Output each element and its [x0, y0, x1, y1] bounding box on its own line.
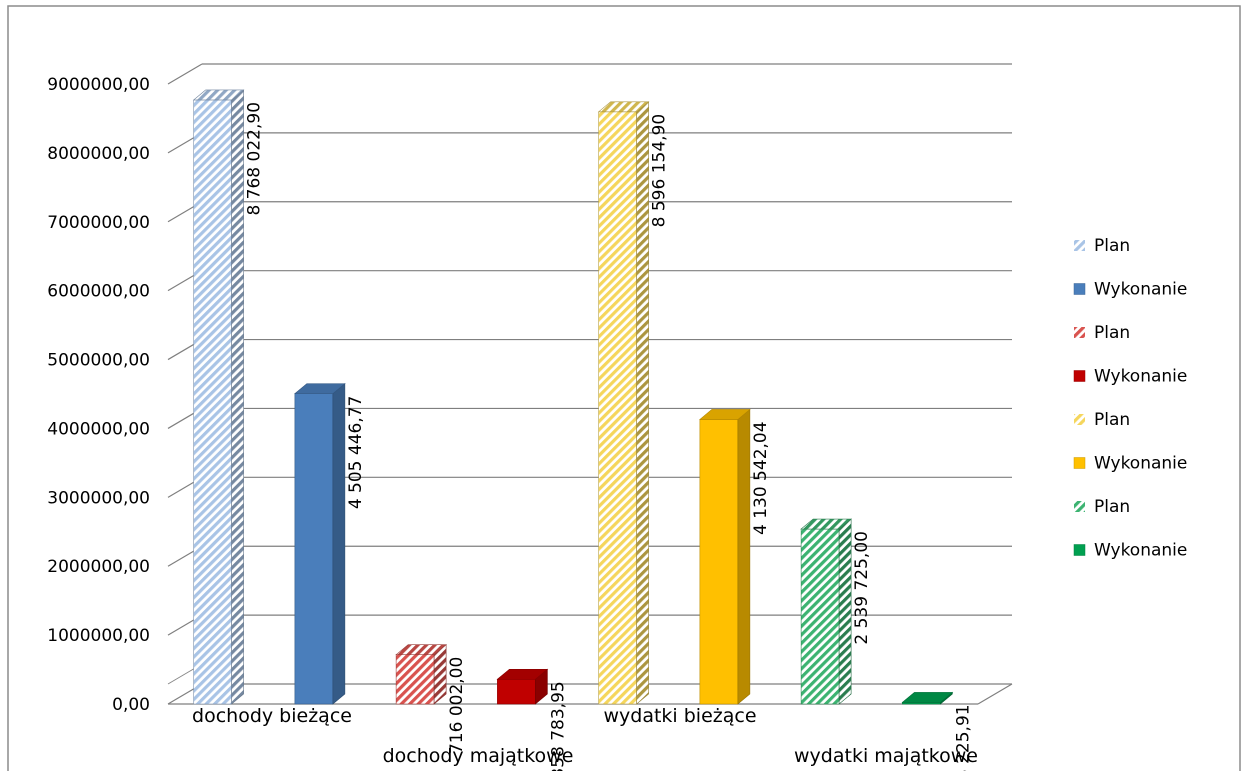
data-labels: 8 768 022,90 4 505 446,77 716 002,00 358 78…	[245, 102, 974, 771]
bar-top	[192, 89, 245, 101]
bar-side	[636, 101, 649, 705]
y-tick-label: 7000000,00	[47, 213, 150, 233]
bar-side	[231, 89, 244, 705]
bar-top	[699, 409, 751, 420]
bar-side	[332, 382, 346, 705]
y-tick-label: 1000000,00	[47, 626, 150, 646]
y-tick-label: 9000000,00	[47, 75, 150, 95]
legend-item: Wykonanie	[1073, 367, 1187, 387]
bar-front	[699, 419, 739, 705]
bar-top	[901, 692, 954, 703]
legend-swatch	[1074, 414, 1085, 425]
legend-label: Plan	[1094, 236, 1130, 256]
y-axis-ticks: 0,00 1000000,00 2000000,00 3000000,00 400000…	[47, 75, 150, 715]
legend-label: Plan	[1094, 323, 1130, 343]
bar-top	[395, 644, 447, 655]
x-category-label: wydatki majątkowe	[794, 745, 978, 767]
legend-item: Wykonanie	[1073, 454, 1187, 474]
x-category-label: dochody majątkowe	[383, 745, 574, 767]
data-label: 4 130 542,04	[751, 421, 771, 535]
y-tick-label: 0,00	[112, 695, 150, 715]
data-label: 8 596 154,90	[650, 114, 670, 228]
legend-label: Wykonanie	[1094, 454, 1187, 474]
data-label: 716 002,00	[447, 657, 467, 754]
bars	[192, 89, 954, 705]
floor-right-edge	[977, 683, 1013, 705]
x-axis-categories: dochody bieżące dochody majątkowe wydatki …	[192, 705, 978, 767]
y-tick-label: 5000000,00	[47, 351, 150, 371]
bar-8	[901, 691, 954, 705]
legend-label: Plan	[1094, 410, 1130, 430]
data-label: 358 783,95	[548, 681, 568, 771]
bar-side	[838, 518, 852, 705]
legend: Plan Wykonanie Plan Wykonanie Plan Wykonanie P…	[1073, 236, 1187, 561]
bar-top	[800, 518, 852, 530]
data-label: 8 768 022,90	[245, 102, 265, 216]
y-tick-label: 8000000,00	[47, 144, 150, 164]
legend-item: Wykonanie	[1073, 541, 1187, 561]
bar-side	[737, 408, 751, 705]
bar-front	[294, 393, 334, 705]
legend-label: Wykonanie	[1094, 367, 1187, 387]
bar-2	[294, 382, 346, 705]
legend-swatch	[1073, 283, 1086, 295]
legend-item: Plan	[1074, 323, 1130, 343]
bar-1	[192, 89, 245, 705]
bar-front	[800, 528, 840, 705]
bar-4	[496, 668, 549, 705]
legend-item: Plan	[1074, 236, 1130, 256]
bar-7	[800, 518, 852, 705]
legend-swatch	[1074, 240, 1085, 251]
data-label: 2 539 725,00	[852, 531, 872, 645]
x-category-label: dochody bieżące	[192, 705, 352, 727]
data-label: 4 505 446,77	[346, 396, 366, 510]
legend-item: Wykonanie	[1073, 280, 1187, 300]
data-label: 23 225,91	[953, 704, 973, 771]
bar-top	[597, 101, 650, 113]
y-tick-label: 2000000,00	[47, 557, 150, 577]
bar-front	[193, 99, 232, 705]
bar-front	[395, 654, 435, 705]
legend-item: Plan	[1074, 497, 1130, 517]
bar-top	[294, 383, 346, 394]
bar-5	[597, 101, 650, 705]
bar-top	[496, 668, 549, 680]
legend-label: Wykonanie	[1094, 541, 1187, 561]
legend-swatch	[1073, 457, 1086, 469]
y-tick-label: 6000000,00	[47, 282, 150, 302]
legend-label: Wykonanie	[1094, 280, 1187, 300]
bar-3	[395, 644, 447, 705]
x-category-label: wydatki bieżące	[603, 705, 756, 727]
bar-6	[699, 408, 751, 705]
legend-swatch	[1074, 327, 1085, 338]
legend-item: Plan	[1074, 410, 1130, 430]
gridline-diag	[167, 63, 203, 85]
bar-side	[433, 644, 447, 705]
y-tick-label: 4000000,00	[47, 419, 150, 439]
y-tick-label: 3000000,00	[47, 488, 150, 508]
bar-front	[497, 678, 536, 705]
legend-swatch	[1074, 501, 1085, 512]
legend-swatch	[1073, 370, 1086, 382]
bar-front	[598, 111, 637, 705]
legend-label: Plan	[1094, 497, 1130, 517]
legend-swatch	[1073, 544, 1086, 556]
